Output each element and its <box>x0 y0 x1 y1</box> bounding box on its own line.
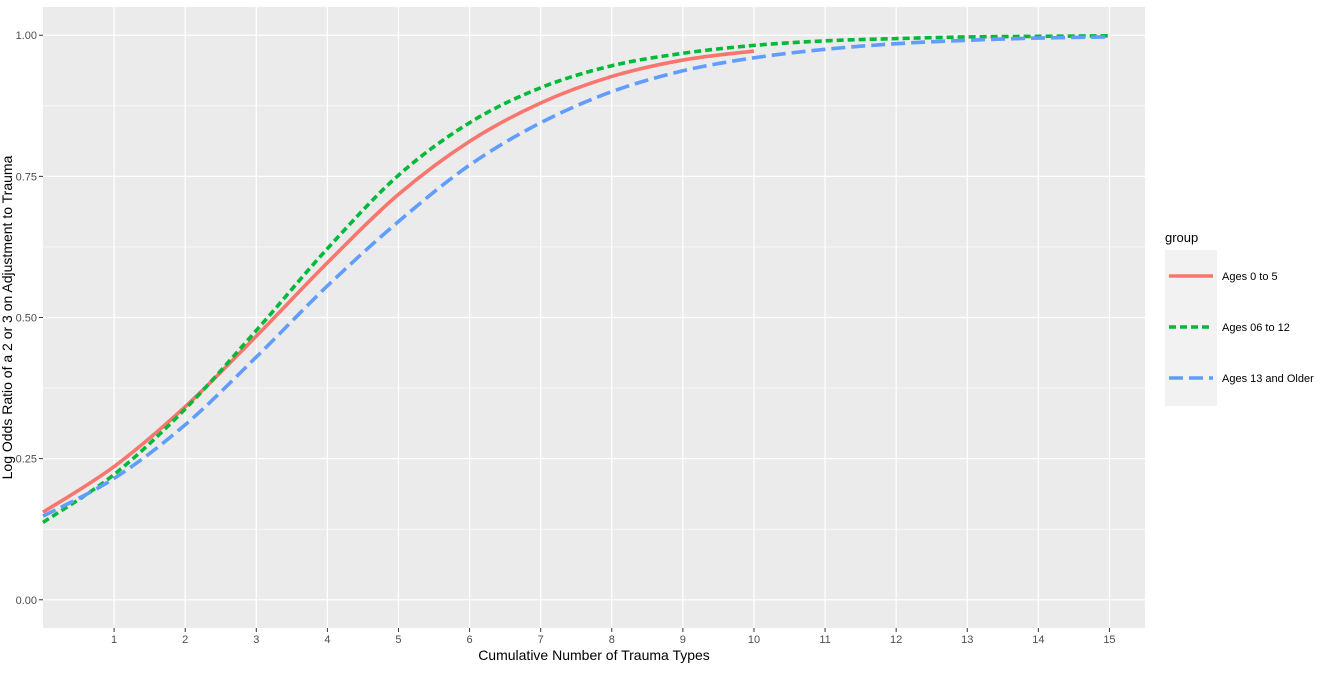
series-line-2 <box>41 33 1110 524</box>
y-tick-label: 0.00 <box>16 595 37 607</box>
x-tick-label: 6 <box>467 634 473 646</box>
x-tick-label: 12 <box>890 634 902 646</box>
y-tick-label: 0.25 <box>16 454 37 466</box>
legend-title: group <box>1165 230 1198 245</box>
x-axis-title: Cumulative Number of Trauma Types <box>478 647 710 663</box>
legend-label-3: Ages 13 and Older <box>1222 373 1314 385</box>
grid-lines <box>43 7 1145 628</box>
series-lines <box>41 33 1110 524</box>
legend-label-1: Ages 0 to 5 <box>1222 271 1278 283</box>
x-tick-label: 11 <box>819 634 830 646</box>
legend: group Ages 0 to 5 Ages 06 to 12 Ages 13 an… <box>1165 230 1314 406</box>
y-tick-label: 1.00 <box>16 30 37 42</box>
x-tick-label: 1 <box>111 634 117 646</box>
y-tick-label: 0.75 <box>16 171 37 183</box>
series-line-3 <box>42 35 1110 518</box>
x-tick-label: 5 <box>395 634 401 646</box>
x-tick-label: 2 <box>182 634 188 646</box>
series-line-1 <box>42 49 755 514</box>
x-tick-label: 13 <box>961 634 973 646</box>
x-tick-label: 10 <box>748 634 760 646</box>
x-tick-label: 15 <box>1103 634 1115 646</box>
x-axis-ticks: 1 2 3 4 5 6 7 8 9 10 11 12 13 14 15 <box>111 628 1116 646</box>
y-axis-ticks: 0.00 0.25 0.50 0.75 1.00 <box>16 30 43 607</box>
legend-items: Ages 0 to 5 Ages 06 to 12 Ages 13 and Olde… <box>1169 271 1314 385</box>
x-tick-label: 14 <box>1032 634 1044 646</box>
x-tick-label: 9 <box>680 634 686 646</box>
x-tick-label: 3 <box>253 634 259 646</box>
y-tick-label: 0.50 <box>16 313 37 325</box>
legend-label-2: Ages 06 to 12 <box>1222 322 1290 334</box>
x-tick-label: 4 <box>324 634 330 646</box>
y-axis-title: Log Odds Ratio of a 2 or 3 on Adjustment… <box>0 155 15 479</box>
x-tick-label: 8 <box>609 634 615 646</box>
x-tick-label: 7 <box>538 634 544 646</box>
